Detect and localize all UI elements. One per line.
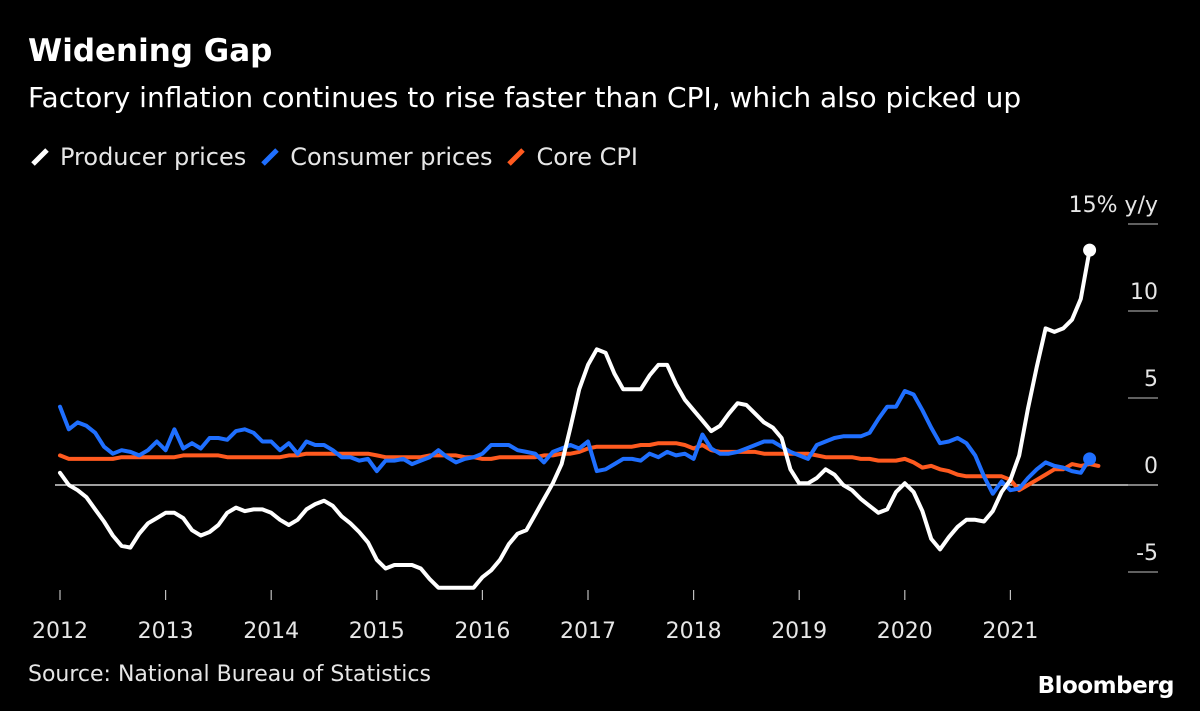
y-tick-label: 0 (1144, 454, 1158, 479)
consumer-prices-line (58, 389, 1092, 496)
y-tick-label: 5 (1144, 367, 1158, 392)
y-tick-label: 15% y/y (1069, 193, 1158, 218)
chart-title: Widening Gap (28, 33, 273, 69)
y-tick-label: 10 (1130, 280, 1158, 305)
legend-label-core: Core CPI (536, 143, 638, 171)
source-note: Source: National Bureau of Statistics (28, 662, 431, 687)
legend-label-consumer: Consumer prices (290, 143, 493, 171)
x-tick-label: 2018 (666, 619, 722, 644)
legend: Producer prices Consumer prices Core CPI (30, 143, 652, 171)
legend-label-producer: Producer prices (60, 143, 247, 171)
x-tick-label: 2017 (560, 619, 616, 644)
producer-prices-end-marker (1083, 243, 1097, 257)
chart-subtitle: Factory inflation continues to rise fast… (28, 81, 1022, 114)
x-tick-label: 2021 (982, 619, 1038, 644)
producer-prices-line (58, 248, 1092, 590)
legend-item-core: Core CPI (506, 143, 638, 171)
x-tick-label: 2012 (32, 619, 88, 644)
legend-swatch-producer (30, 147, 50, 167)
consumer-prices-end-marker (1083, 452, 1097, 466)
bloomberg-logo: Bloomberg (1037, 673, 1175, 699)
core-cpi-line (58, 441, 1101, 493)
y-tick-label: -5 (1136, 541, 1158, 566)
legend-item-consumer: Consumer prices (260, 143, 492, 171)
legend-swatch-consumer (260, 147, 280, 167)
x-tick-label: 2020 (877, 619, 933, 644)
x-tick-label: 2015 (349, 619, 405, 644)
legend-item-producer: Producer prices (30, 143, 246, 171)
x-tick-label: 2019 (771, 619, 827, 644)
legend-swatch-core (506, 147, 526, 167)
x-tick-label: 2013 (138, 619, 194, 644)
x-tick-label: 2014 (243, 619, 299, 644)
x-tick-label: 2016 (454, 619, 510, 644)
